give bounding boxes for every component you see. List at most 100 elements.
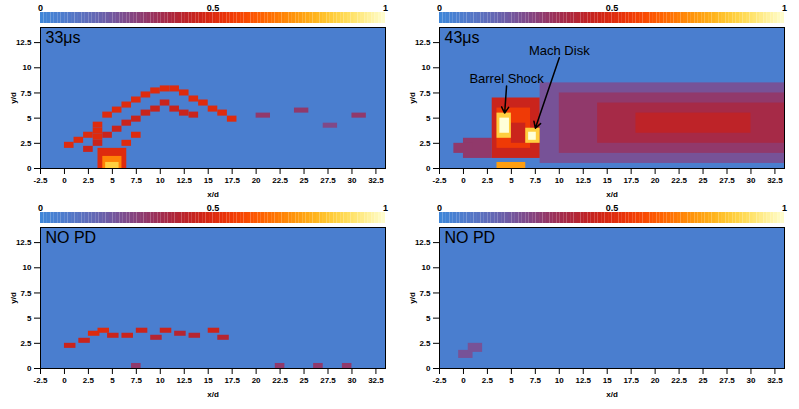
svg-text:5: 5 — [509, 376, 514, 385]
svg-text:x/d: x/d — [207, 390, 219, 399]
svg-text:15: 15 — [204, 376, 213, 385]
svg-text:5: 5 — [27, 114, 32, 123]
svg-text:12.5: 12.5 — [415, 238, 431, 247]
svg-text:-2.5: -2.5 — [433, 376, 447, 385]
svg-text:0: 0 — [38, 203, 43, 213]
svg-text:7.5: 7.5 — [419, 289, 431, 298]
svg-text:12.5: 12.5 — [176, 176, 192, 185]
svg-text:-2.5: -2.5 — [34, 376, 48, 385]
svg-text:5: 5 — [110, 376, 115, 385]
svg-text:0: 0 — [27, 364, 32, 373]
svg-text:2.5: 2.5 — [419, 139, 431, 148]
svg-text:10: 10 — [555, 376, 564, 385]
svg-text:22.5: 22.5 — [671, 176, 687, 185]
svg-text:2.5: 2.5 — [83, 176, 95, 185]
svg-text:7.5: 7.5 — [530, 376, 542, 385]
svg-text:x/d: x/d — [606, 190, 618, 199]
svg-text:0.5: 0.5 — [207, 203, 220, 213]
svg-text:NO PD: NO PD — [445, 229, 496, 246]
svg-text:7.5: 7.5 — [20, 289, 32, 298]
svg-text:5: 5 — [426, 314, 431, 323]
svg-text:20: 20 — [252, 376, 261, 385]
svg-text:NO PD: NO PD — [46, 229, 97, 246]
svg-text:25: 25 — [300, 376, 309, 385]
svg-text:12.5: 12.5 — [575, 176, 591, 185]
svg-text:33μs: 33μs — [46, 29, 81, 46]
svg-text:12.5: 12.5 — [16, 38, 32, 47]
svg-text:7.5: 7.5 — [530, 176, 542, 185]
svg-text:25: 25 — [300, 176, 309, 185]
svg-text:0: 0 — [461, 376, 466, 385]
svg-text:0: 0 — [38, 3, 43, 13]
svg-text:32.5: 32.5 — [368, 376, 384, 385]
svg-text:10: 10 — [422, 263, 431, 272]
svg-text:2.5: 2.5 — [20, 339, 32, 348]
svg-text:27.5: 27.5 — [320, 376, 336, 385]
svg-text:0: 0 — [62, 176, 67, 185]
svg-text:27.5: 27.5 — [719, 376, 735, 385]
svg-text:10: 10 — [23, 263, 32, 272]
svg-text:0: 0 — [437, 203, 442, 213]
svg-text:20: 20 — [651, 376, 660, 385]
svg-text:17.5: 17.5 — [623, 376, 639, 385]
svg-text:43μs: 43μs — [445, 29, 480, 46]
svg-text:20: 20 — [651, 176, 660, 185]
svg-text:10: 10 — [156, 176, 165, 185]
svg-text:x/d: x/d — [606, 390, 618, 399]
svg-text:2.5: 2.5 — [419, 339, 431, 348]
svg-text:10: 10 — [156, 376, 165, 385]
svg-text:27.5: 27.5 — [320, 176, 336, 185]
svg-text:32.5: 32.5 — [767, 176, 783, 185]
svg-text:10: 10 — [555, 176, 564, 185]
svg-text:22.5: 22.5 — [272, 376, 288, 385]
svg-text:y/d: y/d — [9, 92, 18, 104]
svg-text:1: 1 — [782, 3, 787, 13]
svg-text:7.5: 7.5 — [20, 89, 32, 98]
svg-text:0: 0 — [62, 376, 67, 385]
svg-text:-2.5: -2.5 — [34, 176, 48, 185]
svg-text:5: 5 — [110, 176, 115, 185]
svg-text:25: 25 — [699, 376, 708, 385]
svg-text:7.5: 7.5 — [131, 376, 143, 385]
svg-text:12.5: 12.5 — [575, 376, 591, 385]
svg-text:0.5: 0.5 — [606, 203, 619, 213]
svg-text:30: 30 — [747, 176, 756, 185]
svg-text:32.5: 32.5 — [368, 176, 384, 185]
svg-text:15: 15 — [603, 376, 612, 385]
svg-text:7.5: 7.5 — [131, 176, 143, 185]
svg-text:0.5: 0.5 — [606, 3, 619, 13]
svg-text:17.5: 17.5 — [224, 176, 240, 185]
svg-text:2.5: 2.5 — [482, 376, 494, 385]
svg-text:x/d: x/d — [207, 190, 219, 199]
svg-text:22.5: 22.5 — [671, 376, 687, 385]
svg-text:10: 10 — [422, 63, 431, 72]
svg-text:30: 30 — [747, 376, 756, 385]
svg-text:12.5: 12.5 — [176, 376, 192, 385]
svg-text:2.5: 2.5 — [482, 176, 494, 185]
svg-text:Mach Disk: Mach Disk — [529, 43, 590, 58]
svg-text:y/d: y/d — [408, 92, 417, 104]
svg-text:0.5: 0.5 — [207, 3, 220, 13]
svg-text:30: 30 — [348, 176, 357, 185]
svg-text:y/d: y/d — [9, 292, 18, 304]
svg-text:2.5: 2.5 — [83, 376, 95, 385]
svg-text:15: 15 — [204, 176, 213, 185]
svg-text:0: 0 — [27, 164, 32, 173]
svg-text:Barrel Shock: Barrel Shock — [469, 71, 544, 86]
svg-text:27.5: 27.5 — [719, 176, 735, 185]
svg-text:32.5: 32.5 — [767, 376, 783, 385]
svg-text:5: 5 — [509, 176, 514, 185]
svg-text:5: 5 — [426, 114, 431, 123]
svg-text:22.5: 22.5 — [272, 176, 288, 185]
svg-text:-2.5: -2.5 — [433, 176, 447, 185]
svg-text:12.5: 12.5 — [415, 38, 431, 47]
svg-text:5: 5 — [27, 314, 32, 323]
svg-text:y/d: y/d — [408, 292, 417, 304]
svg-text:0: 0 — [426, 164, 431, 173]
svg-text:2.5: 2.5 — [20, 139, 32, 148]
svg-text:10: 10 — [23, 63, 32, 72]
svg-text:0: 0 — [461, 176, 466, 185]
svg-text:15: 15 — [603, 176, 612, 185]
svg-text:7.5: 7.5 — [419, 89, 431, 98]
svg-text:1: 1 — [383, 3, 388, 13]
